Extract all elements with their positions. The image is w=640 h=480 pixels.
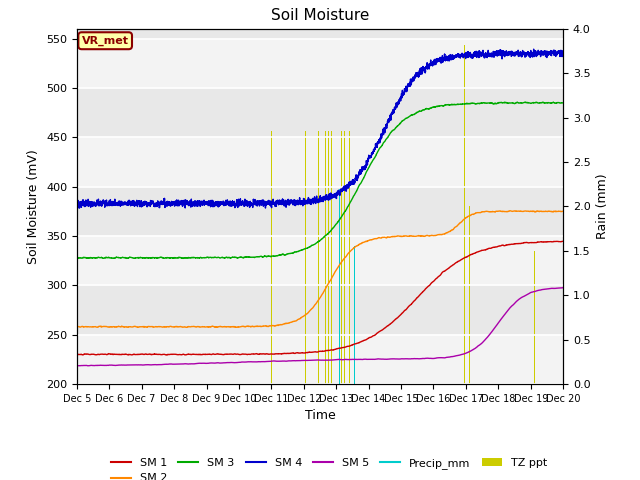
Y-axis label: Soil Moisture (mV): Soil Moisture (mV) bbox=[28, 149, 40, 264]
Bar bbox=[77, 335, 563, 384]
Legend: SM 1, SM 2, SM 3, SM 4, SM 5, Precip_mm, TZ ppt: SM 1, SM 2, SM 3, SM 4, SM 5, Precip_mm,… bbox=[107, 454, 551, 480]
Text: VR_met: VR_met bbox=[82, 36, 129, 46]
Bar bbox=[77, 39, 563, 88]
Title: Soil Moisture: Soil Moisture bbox=[271, 9, 369, 24]
Y-axis label: Rain (mm): Rain (mm) bbox=[596, 174, 609, 239]
Bar bbox=[77, 137, 563, 187]
X-axis label: Time: Time bbox=[305, 409, 335, 422]
Bar bbox=[77, 236, 563, 285]
